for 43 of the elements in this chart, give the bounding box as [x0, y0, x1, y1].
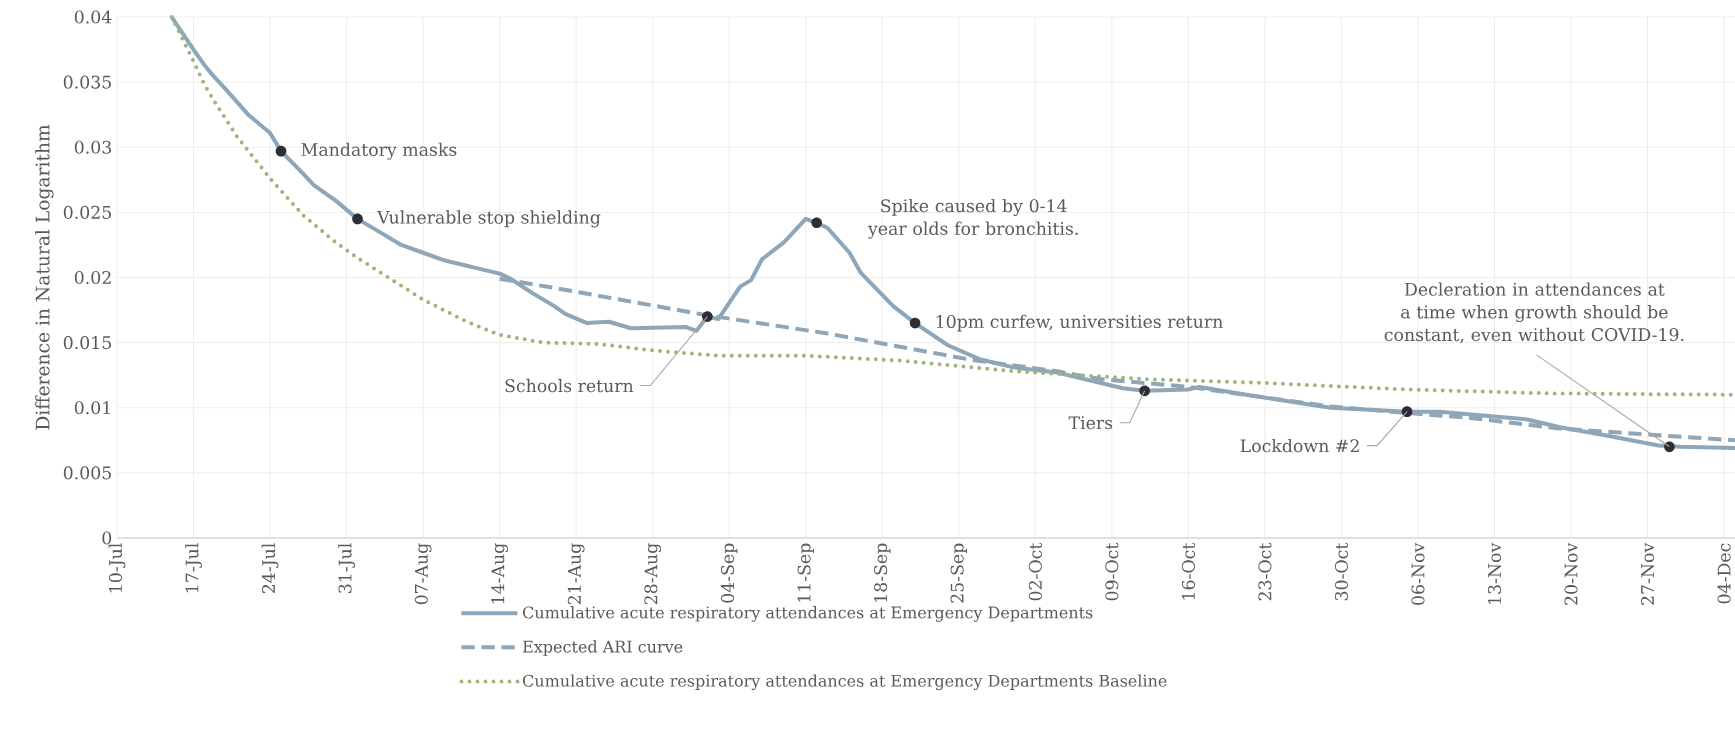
x-tick-label: 20-Nov: [1564, 542, 1578, 605]
x-tick-label: 27-Nov: [1640, 542, 1655, 605]
y-tick-label: 0.005: [63, 466, 111, 480]
annotation: Mandatory masks: [301, 142, 457, 160]
x-tick-label: 04-Sep: [720, 543, 738, 603]
x-tick-label: 13-Nov: [1487, 542, 1502, 604]
y-axis-title: Difference in Natural Logarithm: [35, 124, 54, 430]
y-tick-label: 0.01: [74, 401, 110, 415]
y-tick-label: 0.02: [74, 270, 111, 285]
legend-label: Cumulative acute respiratory attendances at Emergency Departments Baseline: [523, 674, 1167, 691]
x-tick-label: 14-Aug: [491, 543, 508, 604]
x-tick-label: 16-Oct: [1181, 542, 1195, 600]
x-tick-label: 25-Sep: [950, 543, 968, 603]
annotation: Vulnerable stop shielding: [376, 210, 601, 228]
legend-label: Cumulative acute respiratory attendances at Emergency Departments: [523, 606, 1093, 622]
x-tick-label: 31-Jul: [338, 543, 355, 593]
y-tick-label: 0: [102, 531, 112, 545]
x-tick-label: 09-Oct: [1105, 542, 1119, 601]
x-tick-label: 10-Jul: [108, 543, 126, 593]
y-tick-label: 0.015: [63, 336, 111, 350]
x-tick-label: 02-Oct: [1028, 542, 1042, 601]
x-tick-label: 11-Sep: [797, 543, 814, 602]
annotation: 10pm curfew, universities return: [936, 314, 1223, 332]
legend-label: Expected ARI curve: [522, 640, 683, 656]
x-tick-label: 07-Aug: [414, 543, 432, 605]
y-tick-label: 0.04: [74, 10, 112, 24]
x-tick-label: 28-Aug: [644, 543, 662, 605]
y-tick-label: 0.035: [63, 75, 111, 89]
x-tick-label: 21-Aug: [567, 543, 585, 605]
x-tick-label: 23-Oct: [1258, 542, 1272, 601]
x-tick-label: 17-Jul: [185, 543, 202, 593]
x-tick-label: 06-Nov: [1411, 542, 1425, 605]
x-tick-label: 04-Dec: [1717, 543, 1731, 604]
x-tick-label: 30-Oct: [1334, 542, 1348, 601]
y-tick-label: 0.025: [63, 205, 111, 219]
x-tick-label: 18-Sep: [874, 543, 891, 602]
annotation: Lockdown #2: [1240, 438, 1359, 453]
y-tick-label: 0.03: [74, 140, 112, 154]
annotation: Spike caused by 0-14 year olds for bronchitis.: [867, 198, 1078, 239]
annotation: Decleration in attendances at a time when growth should be constant, even without COVID-19.: [1384, 282, 1684, 344]
annotation: Schools return: [505, 378, 634, 393]
annotation: Tiers: [1068, 416, 1113, 430]
x-tick-label: 24-Jul: [261, 543, 279, 594]
